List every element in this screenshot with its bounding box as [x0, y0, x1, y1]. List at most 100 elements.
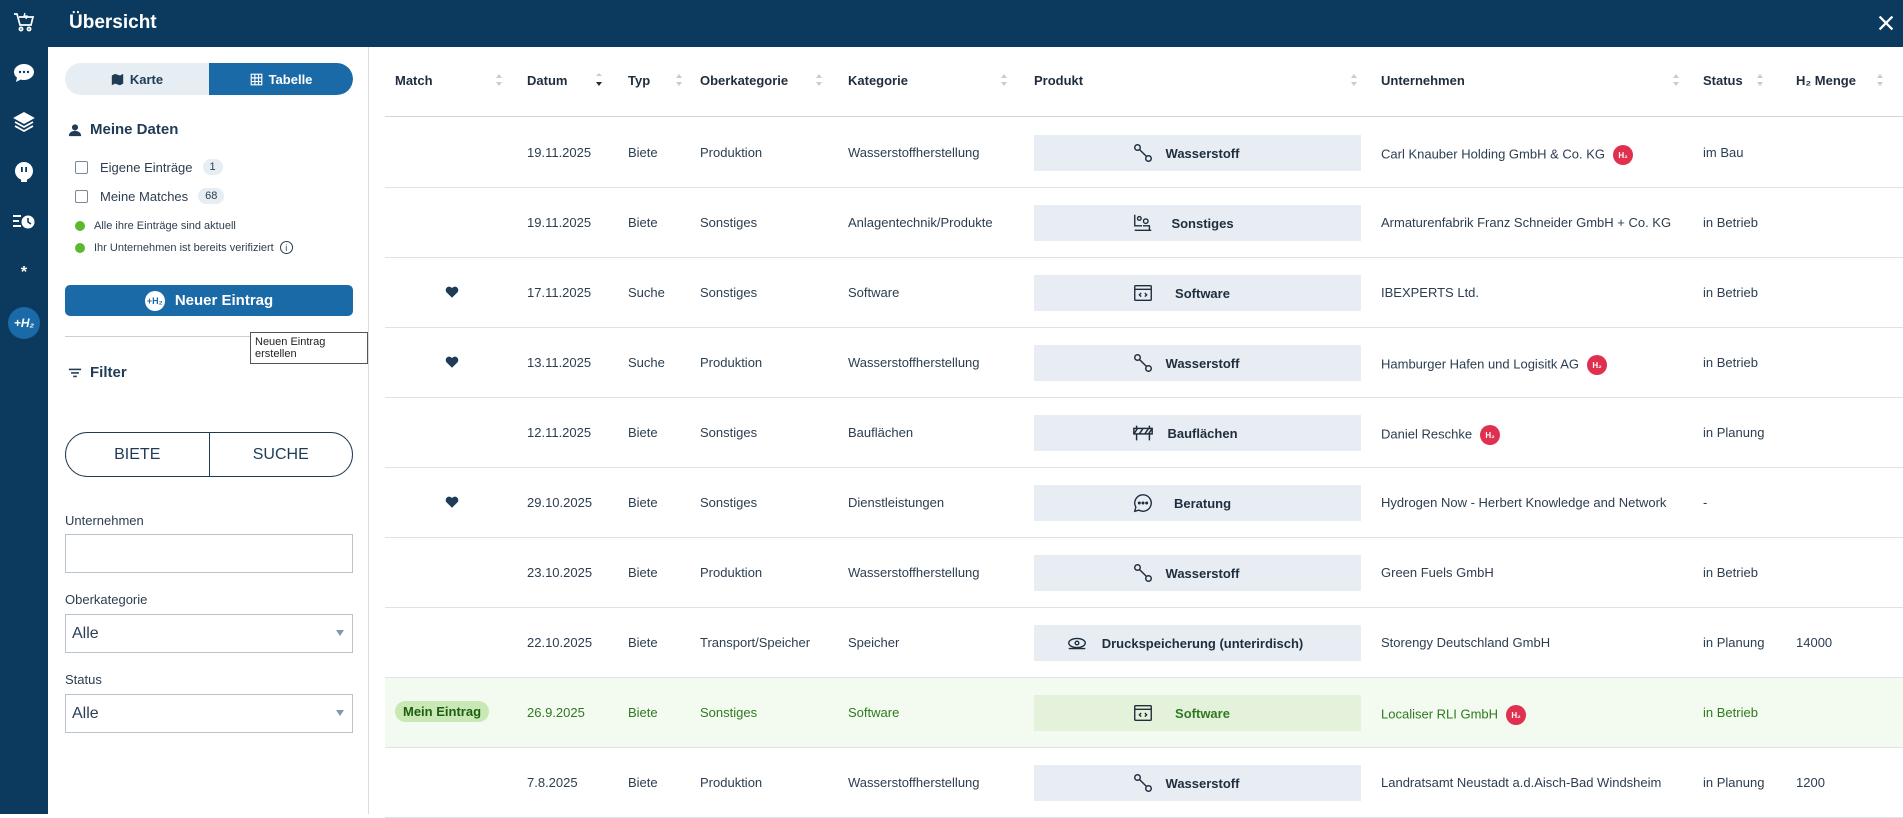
table-row[interactable]: 19.11.2025 Biete Produktion Wasserstoffhers… [385, 118, 1903, 188]
status-cell: im Bau [1703, 145, 1744, 160]
product-cell[interactable]: Software [1034, 275, 1361, 311]
amount-cell: 14000 [1796, 635, 1833, 650]
subcategory-cell: Dienstleistungen [848, 495, 945, 510]
type-cell: Biete [628, 565, 658, 580]
sort-icon[interactable] [1876, 73, 1884, 87]
new-entry-tooltip: Neuen Eintrag erstellen [250, 332, 368, 364]
company-field[interactable] [65, 534, 353, 573]
new-entry-button[interactable]: +H₂ Neuer Eintrag [65, 285, 353, 316]
table-row[interactable]: 22.10.2025 Biete Transport/Speicher Speiche… [385, 608, 1903, 678]
date-cell: 19.11.2025 [527, 145, 592, 160]
company-cell: Carl Knauber Holding GmbH & Co. KG H₂ [1381, 145, 1633, 165]
status-company-text: Ihr Unternehmen ist bereits verifiziert [94, 241, 274, 254]
product-label: Beratung [1173, 495, 1232, 511]
column-header-product[interactable]: Produkt [1034, 73, 1084, 88]
my-data-title: Meine Daten [68, 121, 178, 138]
own-entries-filter[interactable]: Eigene Einträge 1 [75, 159, 223, 175]
subcategory-cell: Anlagentechnik/Produkte [848, 215, 993, 230]
product-cell[interactable]: Wasserstoff [1034, 345, 1361, 381]
column-header-match[interactable]: Match [395, 73, 433, 88]
table-row[interactable]: Mein Eintrag 26.9.2025 Biete Sonstiges Softw… [385, 678, 1903, 748]
h2-icon[interactable]: +H₂ [8, 307, 40, 339]
table-row[interactable]: 12.11.2025 Biete Sonstiges Bauflächen Bauflä… [385, 398, 1903, 468]
subcategory-cell: Wasserstoffherstellung [848, 355, 980, 370]
column-header-date[interactable]: Datum [527, 73, 568, 88]
status-dot [75, 221, 85, 231]
product-label: Bauflächen [1167, 425, 1238, 441]
chat-icon[interactable] [8, 57, 40, 89]
table-row[interactable]: 23.10.2025 Biete Produktion Wasserstoffhers… [385, 538, 1903, 608]
info-icon[interactable]: i [279, 241, 293, 254]
sort-icon[interactable] [675, 73, 683, 87]
left-rail: * +H₂ [0, 0, 48, 814]
product-cell[interactable]: Druckspeicherung (unterirdisch) [1034, 625, 1361, 661]
new-entry-label: Neuer Eintrag [174, 292, 274, 309]
table-row[interactable]: 13.11.2025 Suche Produktion Wasserstoffhers… [385, 328, 1903, 398]
my-matches-checkbox[interactable] [75, 189, 88, 203]
type-cell: Biete [628, 495, 658, 510]
own-entries-count: 1 [202, 159, 223, 175]
divider [65, 336, 250, 337]
category-select[interactable]: Alle [65, 614, 353, 653]
my-matches-filter[interactable]: Meine Matches 68 [75, 188, 225, 204]
date-cell: 23.10.2025 [527, 565, 593, 580]
category-cell: Produktion [700, 355, 763, 370]
chevron-down-icon [336, 710, 344, 716]
product-cell[interactable]: Software [1034, 695, 1361, 731]
product-cell[interactable]: Bauflächen [1034, 415, 1361, 451]
sort-icon[interactable] [1000, 73, 1008, 87]
column-header-subcategory[interactable]: Kategorie [848, 73, 908, 88]
sort-desc-icon[interactable] [595, 73, 603, 87]
my-matches-count: 68 [198, 188, 225, 204]
table-row[interactable]: 17.11.2025 Suche Sonstiges Software Software… [385, 258, 1903, 328]
status-select[interactable]: Alle [65, 694, 353, 733]
type-cell: Biete [628, 215, 658, 230]
column-header-company[interactable]: Unternehmen [1381, 73, 1465, 88]
offer-button[interactable]: BIETE [66, 433, 210, 476]
category-cell: Sonstiges [700, 495, 758, 510]
date-cell: 29.10.2025 [527, 495, 593, 510]
product-cell[interactable]: Wasserstoff [1034, 135, 1361, 171]
my-matches-label: Meine Matches [100, 188, 189, 204]
status-cell: in Betrieb [1703, 565, 1758, 580]
filter-icon [68, 368, 82, 377]
sort-icon[interactable] [1672, 73, 1680, 87]
table-view-button[interactable]: Tabelle [209, 63, 353, 95]
table-row[interactable]: 7.8.2025 Biete Produktion Wasserstoffherste… [385, 748, 1903, 818]
search-button[interactable]: SUCHE [252, 445, 309, 463]
chevron-down-icon [336, 630, 344, 636]
plug-icon[interactable] [8, 156, 40, 188]
category-cell: Produktion [700, 565, 763, 580]
cart-h2-icon[interactable] [8, 6, 40, 38]
table-row[interactable]: 29.10.2025 Biete Sonstiges Dienstleistungen… [385, 468, 1903, 538]
company-input[interactable] [72, 545, 352, 562]
status-cell: in Planung [1703, 635, 1765, 650]
subcategory-cell: Wasserstoffherstellung [848, 565, 980, 580]
column-header-amount[interactable]: H₂ Menge [1796, 73, 1856, 88]
sort-icon[interactable] [495, 73, 503, 87]
status-cell: in Betrieb [1703, 705, 1758, 720]
map-view-button[interactable]: Karte [65, 63, 209, 95]
layers-icon[interactable] [8, 106, 40, 138]
company-cell: Landratsamt Neustadt a.d.Aisch-Bad Winds… [1381, 775, 1661, 790]
category-label: Oberkategorie [65, 592, 148, 607]
sort-icon[interactable] [1350, 73, 1358, 87]
product-cell[interactable]: Wasserstoff [1034, 555, 1361, 591]
table-row[interactable]: 19.11.2025 Biete Sonstiges Anlagentechnik/P… [385, 188, 1903, 258]
sort-icon[interactable] [1756, 73, 1764, 87]
product-cell[interactable]: Wasserstoff [1034, 765, 1361, 801]
asterisk-icon[interactable]: * [20, 264, 28, 281]
product-cell[interactable]: Sonstiges [1034, 205, 1361, 241]
list-clock-icon[interactable] [8, 206, 40, 238]
status-dot [75, 242, 85, 253]
close-icon[interactable] [1875, 12, 1897, 34]
company-label: Unternehmen [65, 513, 144, 528]
company-cell: Hydrogen Now - Herbert Knowledge and Net… [1381, 495, 1666, 510]
product-cell[interactable]: Beratung [1034, 485, 1361, 521]
own-entries-checkbox[interactable] [75, 160, 88, 174]
column-header-type[interactable]: Typ [628, 73, 651, 88]
column-header-status[interactable]: Status [1703, 73, 1743, 88]
sort-icon[interactable] [815, 73, 823, 87]
column-header-category[interactable]: Oberkategorie [700, 73, 789, 88]
company-cell: Localiser RLI GmbH H₂ [1381, 705, 1527, 725]
